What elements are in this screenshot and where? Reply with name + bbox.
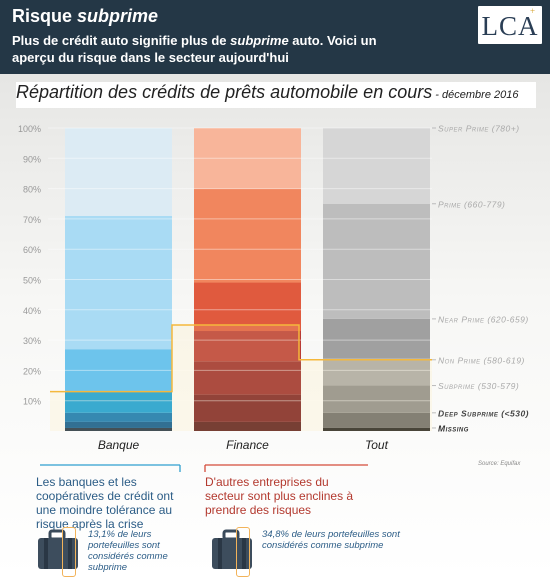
y-tick-label: 100% xyxy=(18,124,41,134)
case-highlight-frame xyxy=(236,527,250,577)
y-tick-label: 90% xyxy=(23,154,41,164)
y-tick-label: 80% xyxy=(23,185,41,195)
briefcase-icon xyxy=(38,529,78,569)
x-tick-label: Banque xyxy=(98,438,140,452)
source-note: Source: Equifax xyxy=(478,461,521,467)
bar-segment xyxy=(65,349,172,392)
title-italic-text: subprime xyxy=(77,6,159,26)
y-tick-label: 20% xyxy=(23,366,41,376)
gridlines xyxy=(48,127,432,402)
page-subtitle: Plus de crédit auto signifie plus de sub… xyxy=(12,32,412,66)
chart-title-dash: - xyxy=(432,89,443,101)
subtitle-italic-text: subprime xyxy=(230,33,289,48)
bar-segment xyxy=(194,394,301,422)
y-tick-label: 40% xyxy=(23,306,41,316)
case-text-banks: 13,1% de leurs portefeuilles sont consid… xyxy=(88,529,168,573)
title-text: Risque xyxy=(12,6,78,26)
bar-segment xyxy=(323,203,430,319)
y-tick-label: 60% xyxy=(23,245,41,255)
bar-segment xyxy=(65,421,172,428)
chart-title-date: décembre 2016 xyxy=(442,89,519,101)
lca-logo: LCA + xyxy=(478,6,542,44)
bar-segment xyxy=(194,282,301,332)
bar-segment xyxy=(194,421,301,431)
logo-mark: + xyxy=(530,6,536,16)
y-tick-label: 50% xyxy=(23,276,41,286)
x-category-labels: Banque Finance Tout xyxy=(98,438,389,452)
subtitle-text-1: Plus de crédit auto signifie plus de xyxy=(12,33,231,48)
bar-segment xyxy=(65,391,172,413)
portfolio-callout-finance: 34,8% de leurs portefeuilles sont consid… xyxy=(210,527,430,577)
y-tick-label: 70% xyxy=(23,215,41,225)
bar-segment xyxy=(323,385,430,413)
header-banner: Risque subprime Plus de crédit auto sign… xyxy=(0,0,550,74)
page-title: Risque subprime xyxy=(12,6,158,27)
bar-segment xyxy=(194,188,301,283)
bar-segment xyxy=(65,412,172,422)
legend-label: Missing xyxy=(438,423,469,433)
bar-segment xyxy=(65,128,172,216)
subtitle-text-2: auto. Voici un aperçu du risque dans le … xyxy=(12,33,377,65)
x-tick-label: Finance xyxy=(226,438,269,452)
bar-segment xyxy=(323,358,430,386)
legend-label: Subprime (530-579) xyxy=(438,381,519,391)
bar-segment xyxy=(323,318,430,359)
bar-segment xyxy=(194,331,301,362)
legend-label: Super Prime (780+) xyxy=(438,124,520,134)
subprime-threshold-line xyxy=(50,324,432,431)
note-banks: Les banques et les coopératives de crédi… xyxy=(36,475,174,531)
legend-label: Prime (660-779) xyxy=(438,199,505,209)
bar-segment xyxy=(194,361,301,395)
note-connectors xyxy=(40,464,368,472)
bar-segment xyxy=(323,427,430,431)
x-tick-label: Tout xyxy=(365,438,389,452)
segment-legend: Super Prime (780+) Prime (660-779) Near Pr… xyxy=(432,124,529,433)
legend-label: Deep Subprime (<530) xyxy=(438,408,529,418)
legend-label: Near Prime (620-659) xyxy=(438,314,529,324)
bar-segment xyxy=(65,427,172,431)
bar-segment xyxy=(323,412,430,428)
chart-title-main: Répartition des crédits de prêts automob… xyxy=(16,82,433,102)
legend-label: Non Prime (580-619) xyxy=(438,355,525,365)
y-tick-label: 10% xyxy=(23,397,41,407)
bar-segment xyxy=(65,215,172,350)
subprime-area xyxy=(50,324,432,431)
bar-segment xyxy=(323,128,430,204)
case-text-finance: 34,8% de leurs portefeuilles sont consid… xyxy=(262,529,400,551)
logo-text: LCA xyxy=(481,11,539,41)
bar-segment xyxy=(194,128,301,189)
subprime-line xyxy=(50,324,432,393)
case-highlight-frame xyxy=(62,527,76,577)
chart-title: Répartition des crédits de prêts automob… xyxy=(16,82,536,108)
bar-stacks xyxy=(65,128,430,431)
note-finance: D'autres entreprises du secteur sont plu… xyxy=(205,475,354,517)
portfolio-callout-banks: 13,1% de leurs portefeuilles sont consid… xyxy=(36,527,194,577)
briefcase-icon xyxy=(212,529,252,569)
y-tick-label: 30% xyxy=(23,336,41,346)
y-tick-labels: 10% 20% 30% 40% 50% 60% 70% 80% 90% 100% xyxy=(18,124,41,407)
